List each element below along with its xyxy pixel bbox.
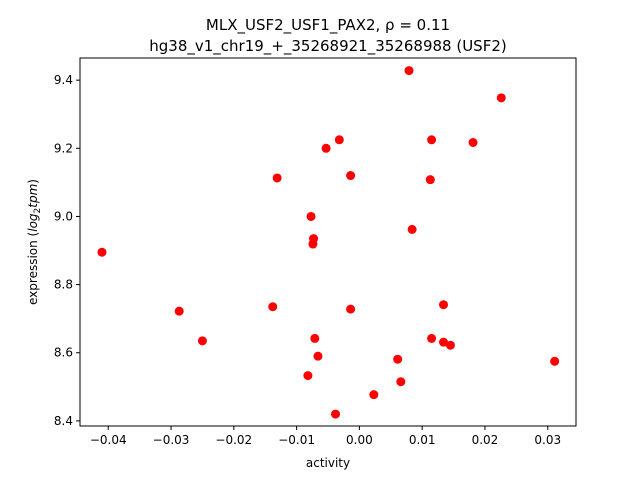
data-points	[97, 66, 560, 419]
x-axis-ticks: −0.04 −0.03 −0.02 −0.01 0.00 0.01 0.02 0.03	[90, 426, 561, 447]
y-axis-label-tail: tpm	[26, 184, 40, 208]
data-point	[427, 333, 437, 343]
y-tick-label: 8.4	[54, 414, 73, 428]
data-point	[197, 336, 207, 346]
y-tick-label: 9.2	[54, 141, 73, 155]
data-point	[393, 354, 403, 364]
data-point	[396, 377, 406, 387]
y-tick-label: 9.4	[54, 73, 73, 87]
chart-title-line2: hg38_v1_chr19_+_35268921_35268988 (USF2)	[149, 37, 506, 56]
data-point	[445, 340, 455, 350]
y-axis-label-suffix: )	[26, 179, 40, 184]
x-tick-label: −0.02	[215, 433, 252, 447]
data-point	[427, 135, 437, 145]
data-point	[425, 175, 435, 185]
x-axis-label: activity	[306, 456, 350, 470]
data-point	[439, 300, 449, 310]
x-tick-label: 0.01	[409, 433, 436, 447]
x-tick-label: −0.01	[278, 433, 315, 447]
data-point	[97, 247, 107, 257]
data-point	[308, 239, 318, 249]
data-point	[468, 138, 478, 148]
data-point	[321, 143, 331, 153]
y-tick-label: 8.8	[54, 278, 73, 292]
data-point	[346, 304, 356, 314]
y-axis-label-prefix: expression (	[26, 232, 40, 305]
data-point	[550, 356, 560, 366]
x-tick-label: 0.00	[346, 433, 373, 447]
data-point	[496, 93, 506, 103]
data-point	[313, 351, 323, 361]
x-tick-label: −0.04	[90, 433, 127, 447]
x-tick-label: 0.02	[472, 433, 499, 447]
data-point	[404, 66, 414, 76]
plot-frame	[79, 57, 577, 427]
data-point	[303, 371, 313, 381]
y-axis-ticks: 8.4 8.6 8.8 9.0 9.2 9.4	[54, 73, 80, 428]
y-axis-label: expression (log2tpm)	[26, 179, 43, 305]
data-point	[310, 333, 320, 343]
y-axis-label-subscript: 2	[33, 208, 43, 214]
data-point	[306, 211, 316, 221]
data-point	[334, 135, 344, 145]
data-point	[346, 171, 356, 181]
data-point	[407, 224, 417, 234]
chart-title-line1: MLX_USF2_USF1_PAX2, ρ = 0.11	[206, 16, 450, 35]
data-point	[439, 337, 449, 347]
data-point	[174, 306, 184, 316]
data-point	[331, 409, 341, 419]
x-tick-label: −0.03	[153, 433, 190, 447]
x-tick-label: 0.03	[534, 433, 561, 447]
data-point	[369, 390, 379, 400]
y-tick-label: 9.0	[54, 209, 73, 223]
y-axis-label-math: log	[26, 213, 40, 232]
data-point	[268, 302, 278, 312]
data-point	[272, 173, 282, 183]
y-tick-label: 8.6	[54, 346, 73, 360]
